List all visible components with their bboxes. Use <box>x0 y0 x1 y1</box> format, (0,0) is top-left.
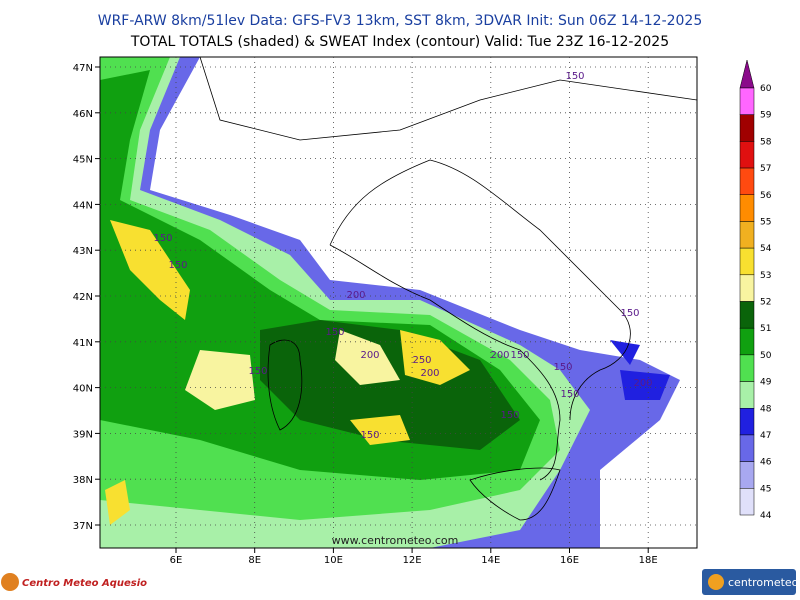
colorbar-box <box>739 488 755 516</box>
colorbar-box <box>739 274 755 302</box>
lon-label: 14E <box>481 555 500 566</box>
header-line2: TOTAL TOTALS (shaded) & SWEAT Index (con… <box>130 34 669 50</box>
lon-label: 16E <box>560 555 579 566</box>
colorbar-label: 55 <box>760 217 771 227</box>
colorbar-label: 49 <box>760 378 772 388</box>
colorbar-label: 60 <box>760 84 772 94</box>
contour-label: 150 <box>248 366 267 377</box>
contour-label: 200 <box>633 378 652 389</box>
right-logo: centrometeo <box>728 576 799 589</box>
colorbar-label: 51 <box>760 324 771 334</box>
map-frame <box>99 56 698 549</box>
contour-label: 150 <box>360 430 379 441</box>
colorbar-box <box>739 167 755 195</box>
lat-label: 40N <box>73 384 93 395</box>
contour-label: 200 <box>360 350 379 361</box>
colorbar-label: 59 <box>760 111 772 121</box>
contour-label: 200 <box>346 290 365 301</box>
contour-label: 150 <box>560 389 579 400</box>
contour-label: 200 <box>490 350 509 361</box>
colorbar-label: 47 <box>760 431 771 441</box>
colorbar-box <box>739 434 755 462</box>
lat-label: 38N <box>73 475 93 486</box>
colorbar-box <box>739 87 755 115</box>
coastlines <box>199 57 697 521</box>
colorbar-label: 48 <box>760 404 772 414</box>
colorbar-box <box>739 408 755 436</box>
colorbar-box <box>739 327 755 356</box>
lat-label: 42N <box>73 292 93 303</box>
contour-label: 150 <box>325 327 344 338</box>
contour-label: 150 <box>510 350 529 361</box>
colorbar-label: 54 <box>760 244 772 254</box>
right-logo-icon <box>708 574 724 590</box>
colorbar-label: 44 <box>760 511 772 521</box>
colorbar-label: 52 <box>760 298 771 308</box>
colorbar: 60 59 58 57 56 55 54 53 52 51 50 49 48 47 46 45 44 <box>739 59 772 521</box>
lat-label: 37N <box>73 521 93 532</box>
map-shading <box>100 57 697 548</box>
watermark: www.centrometeo.com <box>332 534 459 547</box>
contour-label: 150 <box>565 71 584 82</box>
lat-label: 46N <box>73 109 93 120</box>
contour-labels: 150 150 150 200 150 200 250 200 200 150 … <box>153 71 652 441</box>
colorbar-box <box>739 221 755 249</box>
contour-label: 150 <box>500 410 519 421</box>
colorbar-box <box>739 354 755 382</box>
contour-label: 250 <box>412 355 431 366</box>
colorbar-label: 53 <box>760 271 771 281</box>
contour-label: 200 <box>420 368 439 379</box>
colorbar-label: 50 <box>760 351 772 361</box>
logo-icon <box>1 573 19 591</box>
lon-label: 12E <box>403 555 422 566</box>
left-logo: Centro Meteo Aquesio <box>22 578 147 589</box>
colorbar-box <box>739 381 755 409</box>
colorbar-box <box>739 141 755 169</box>
colorbar-box <box>739 194 755 222</box>
colorbar-label: 56 <box>760 191 772 201</box>
lon-label: 18E <box>639 555 658 566</box>
lat-label: 39N <box>73 429 93 440</box>
colorbar-label: 58 <box>760 137 772 147</box>
colorbar-box <box>739 247 755 276</box>
colorbar-box <box>739 114 755 142</box>
contour-label: 150 <box>153 233 172 244</box>
lat-label: 41N <box>73 338 93 349</box>
colorbar-arrow <box>739 59 755 89</box>
lat-label: 45N <box>73 155 93 166</box>
colorbar-label: 57 <box>760 164 771 174</box>
lon-label: 8E <box>248 555 261 566</box>
graticule: 47N 46N 45N 44N 43N 42N 41N 40N 39N 38N 37N 6E 8E 10E… <box>73 57 697 566</box>
lon-label: 6E <box>170 555 183 566</box>
colorbar-box <box>739 301 755 329</box>
colorbar-label: 46 <box>760 458 772 468</box>
contour-label: 150 <box>553 362 572 373</box>
contour-label: 150 <box>168 260 187 271</box>
lat-label: 43N <box>73 246 93 257</box>
lon-label: 10E <box>324 555 343 566</box>
right-logo-box <box>702 569 796 595</box>
lat-label: 47N <box>73 63 93 74</box>
colorbar-label: 45 <box>760 484 771 494</box>
contour-label: 150 <box>620 308 639 319</box>
header-line1: WRF-ARW 8km/51lev Data: GFS-FV3 13km, SS… <box>98 13 703 29</box>
colorbar-box <box>739 461 755 489</box>
lat-label: 44N <box>73 200 93 211</box>
